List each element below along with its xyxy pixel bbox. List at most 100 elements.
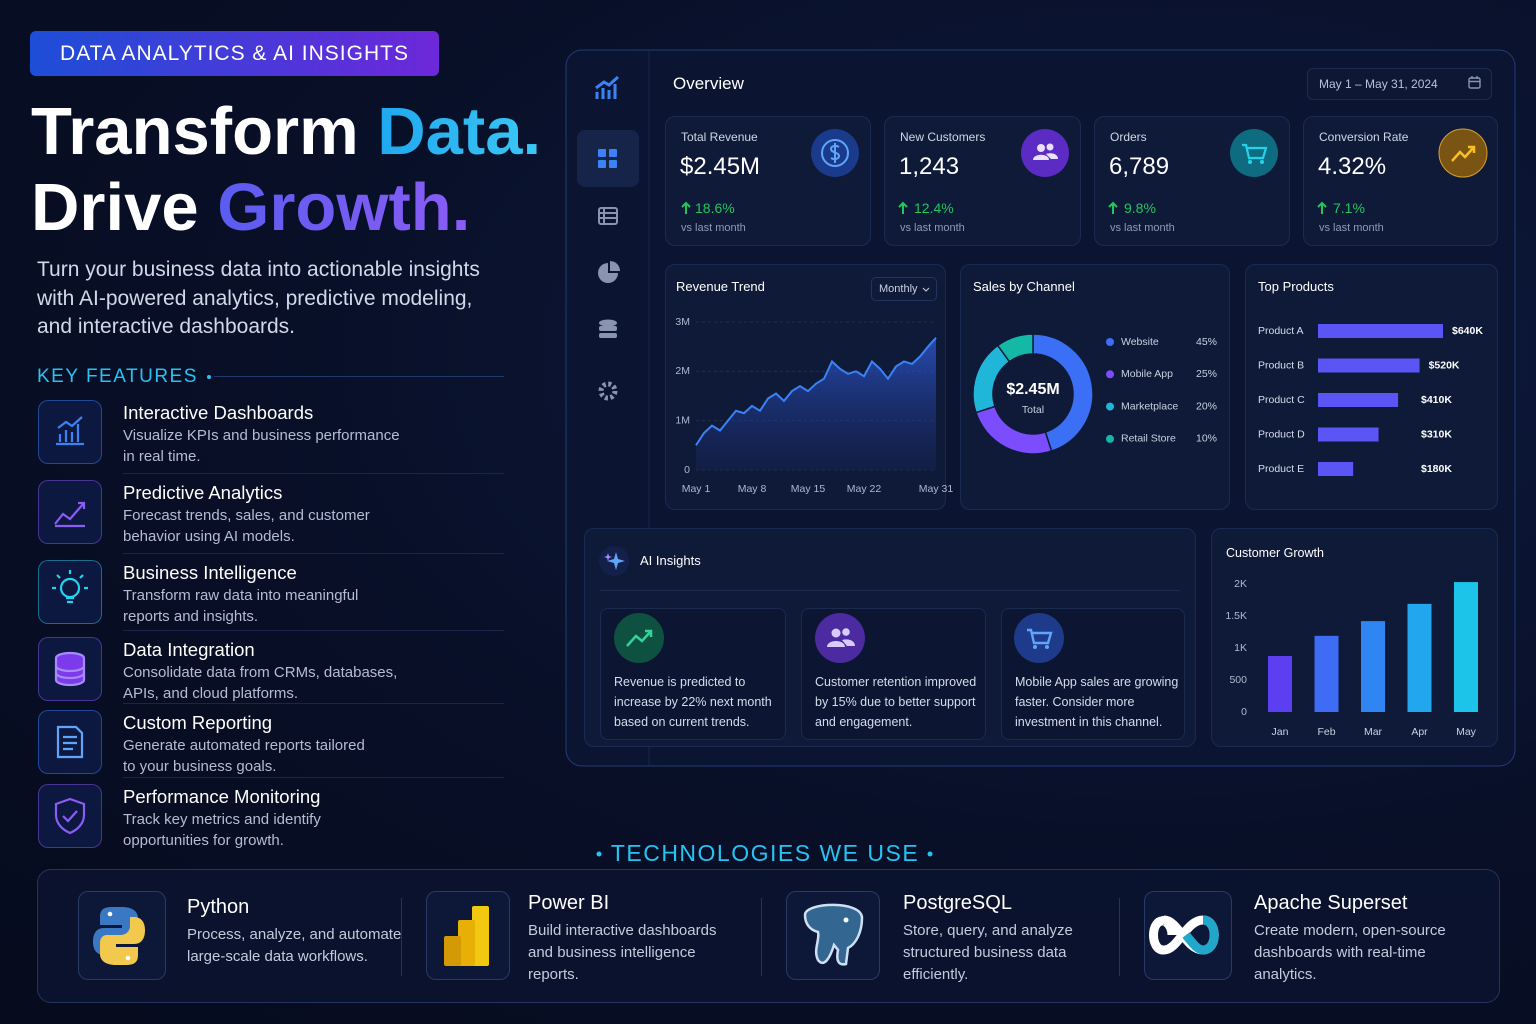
tech-icons bbox=[93, 903, 1219, 966]
kpi-note: vs last month bbox=[1319, 222, 1384, 234]
bar bbox=[1314, 635, 1339, 712]
feature-text: to your business goals. bbox=[123, 758, 277, 775]
insight-text: Customer retention improved bbox=[815, 675, 977, 689]
bar bbox=[1318, 358, 1420, 373]
category-label: Product A bbox=[1258, 325, 1304, 337]
tech-name: Python bbox=[187, 896, 250, 918]
feature-divider bbox=[123, 777, 504, 778]
intro-line: with AI-powered analytics, predictive mo… bbox=[37, 286, 473, 310]
feature-text: reports and insights. bbox=[123, 608, 259, 625]
chart-title: Revenue Trend bbox=[676, 279, 765, 294]
insight-text: based on current trends. bbox=[614, 715, 750, 729]
y-tick-label: 500 bbox=[1229, 674, 1247, 686]
donut-center-label: Total bbox=[1022, 404, 1044, 416]
feature-text: in real time. bbox=[123, 448, 201, 465]
feature-divider bbox=[123, 553, 504, 554]
tech-text: Store, query, and analyze bbox=[903, 922, 1073, 939]
feature-icon-box bbox=[38, 784, 102, 848]
value-label: $180K bbox=[1421, 463, 1452, 475]
legend-swatch bbox=[1106, 434, 1114, 443]
date-range-text: May 1 – May 31, 2024 bbox=[1319, 77, 1438, 91]
period-select[interactable]: Monthly bbox=[871, 277, 937, 301]
kpi-label: Orders bbox=[1110, 130, 1147, 144]
category-label: Product B bbox=[1258, 359, 1304, 371]
donut-slice bbox=[996, 333, 1034, 363]
kpi-label: Conversion Rate bbox=[1319, 130, 1409, 144]
feature-text: Generate automated reports tailored bbox=[123, 737, 365, 754]
sidebar-icons bbox=[595, 75, 620, 401]
chart-title: Top Products bbox=[1258, 279, 1334, 294]
tech-name: PostgreSQL bbox=[903, 892, 1012, 914]
feature-text: Visualize KPIs and business performance bbox=[123, 427, 400, 444]
growth-card bbox=[1211, 528, 1498, 747]
feature-text: APIs, and cloud platforms. bbox=[123, 685, 299, 702]
x-tick-label: May 22 bbox=[847, 483, 882, 495]
bar bbox=[1268, 656, 1292, 712]
section-title: KEY FEATURES bbox=[37, 366, 198, 387]
insight-text: increase by 22% next month bbox=[614, 695, 772, 709]
legend-swatch bbox=[1106, 338, 1114, 346]
insight-icons bbox=[614, 613, 1064, 663]
insight-text: Revenue is predicted to bbox=[614, 675, 746, 689]
tech-text: large-scale data workflows. bbox=[187, 948, 368, 965]
tech-name: Apache Superset bbox=[1254, 892, 1408, 914]
bar bbox=[1318, 462, 1354, 476]
y-tick-label: 3M bbox=[675, 316, 690, 328]
insight-text: faster. Consider more bbox=[1015, 695, 1135, 709]
y-tick-label: 2M bbox=[675, 365, 690, 377]
y-tick-label: 1.5K bbox=[1225, 610, 1247, 622]
y-tick-label: 1K bbox=[1234, 642, 1247, 654]
kpi-icons bbox=[811, 128, 1488, 178]
bar bbox=[1318, 324, 1443, 338]
insight-text: and engagement. bbox=[815, 715, 913, 729]
feature-title: Business Intelligence bbox=[123, 562, 297, 583]
bar bbox=[1361, 621, 1385, 712]
kpi-value: $2.45M bbox=[680, 153, 761, 180]
tech-text: efficiently. bbox=[903, 966, 969, 983]
kpi-change: 7.1% bbox=[1333, 200, 1365, 216]
feature-title: Interactive Dashboards bbox=[123, 402, 314, 423]
headline-line: Transform Data. bbox=[31, 94, 541, 170]
chart-title: Customer Growth bbox=[1226, 546, 1324, 560]
y-tick-label: 0 bbox=[1241, 706, 1247, 718]
insight-text: by 15% due to better support bbox=[815, 695, 976, 709]
donut-slice bbox=[972, 344, 1011, 414]
value-label: $640K bbox=[1452, 325, 1483, 337]
insights-divider bbox=[600, 590, 1180, 591]
revenue-area bbox=[696, 337, 936, 470]
y-tick-label: 1M bbox=[675, 414, 690, 426]
date-range[interactable]: May 1 – May 31, 2024 bbox=[1307, 68, 1492, 100]
kpi-value: 1,243 bbox=[899, 153, 960, 180]
legend-label: Website bbox=[1121, 336, 1159, 348]
kpi-note: vs last month bbox=[681, 222, 746, 234]
feature-text: Consolidate data from CRMs, databases, bbox=[123, 664, 398, 681]
y-tick-label: 0 bbox=[684, 464, 690, 476]
value-label: 20% bbox=[1196, 400, 1217, 412]
category-label: Product C bbox=[1258, 394, 1305, 406]
tech-text: Process, analyze, and automate bbox=[187, 926, 402, 943]
intro-line: and interactive dashboards. bbox=[37, 315, 295, 338]
x-tick-label: Apr bbox=[1411, 726, 1428, 738]
value-label: 25% bbox=[1196, 368, 1217, 380]
headline-word: Drive bbox=[31, 170, 199, 245]
headline-word: Transform bbox=[31, 94, 359, 169]
legend-swatch bbox=[1106, 402, 1114, 411]
select-chevron bbox=[922, 287, 930, 292]
value-label: $310K bbox=[1421, 428, 1452, 440]
x-tick-label: Feb bbox=[1317, 726, 1335, 738]
kpi-value: 4.32% bbox=[1318, 153, 1387, 180]
x-tick-label: May 1 bbox=[682, 483, 711, 495]
kpi-label: Total Revenue bbox=[681, 130, 758, 144]
headline: Transform Data. Drive Growth. bbox=[31, 94, 541, 246]
feature-text: Track key metrics and identify bbox=[123, 811, 321, 828]
x-tick-label: Mar bbox=[1364, 726, 1383, 738]
x-tick-label: Jan bbox=[1272, 726, 1289, 738]
tech-divider bbox=[1119, 898, 1120, 976]
insights-title: AI Insights bbox=[640, 553, 701, 568]
feature-text: Transform raw data into meaningful bbox=[123, 587, 359, 604]
products-card bbox=[1245, 264, 1498, 510]
legend-label: Marketplace bbox=[1121, 400, 1178, 412]
intro-line: Turn your business data into actionable … bbox=[37, 258, 480, 281]
bar bbox=[1318, 427, 1379, 442]
